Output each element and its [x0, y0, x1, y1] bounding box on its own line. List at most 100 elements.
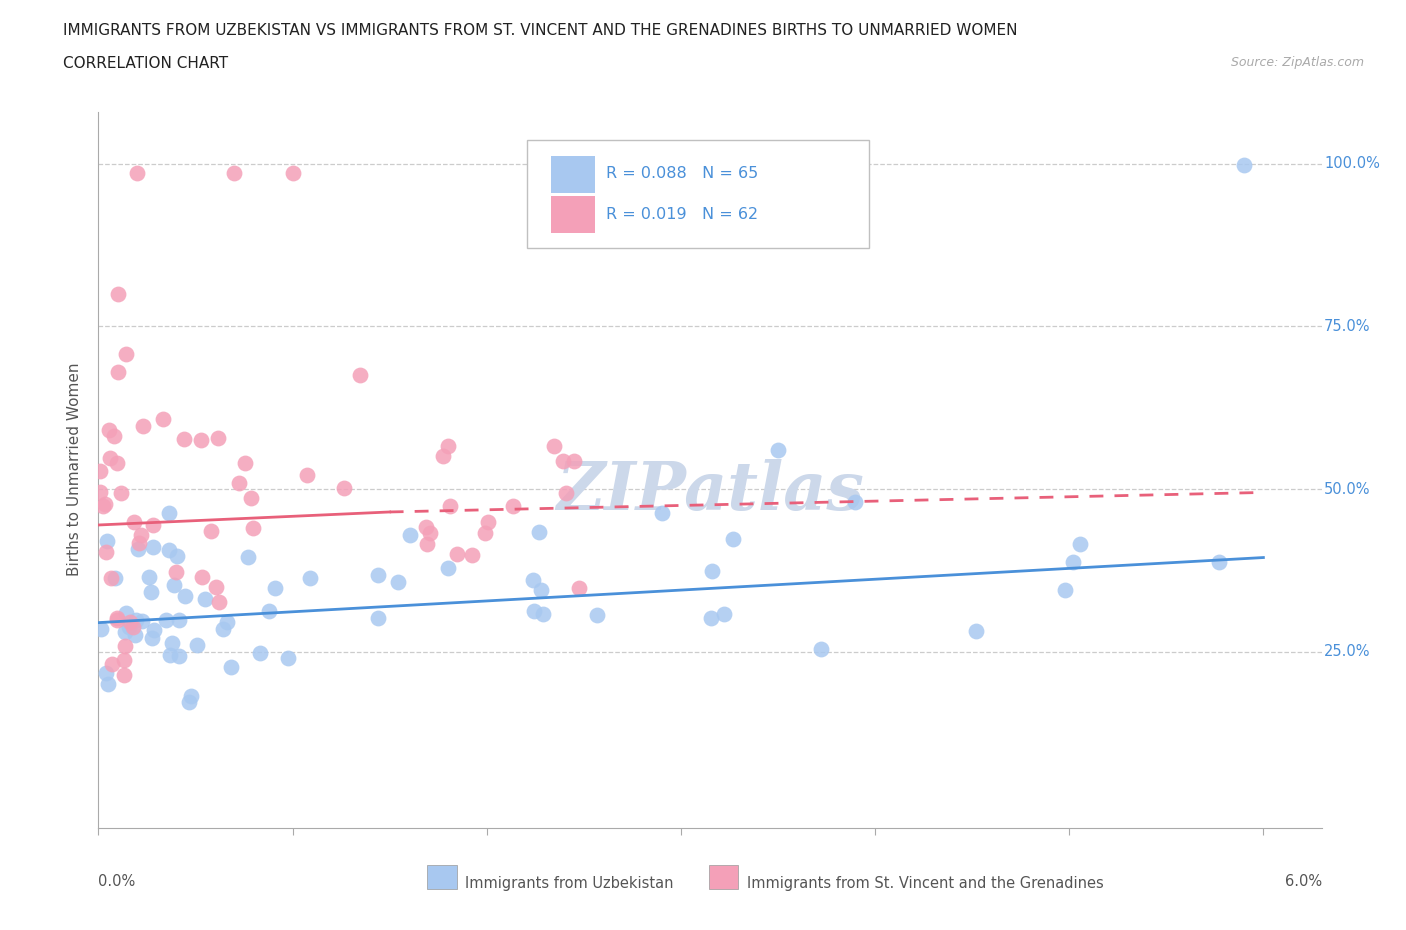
- Point: [219, 659, 242, 674]
- Point: [105, 613, 128, 628]
- Point: [122, 514, 145, 529]
- Point: [169, 612, 191, 627]
- Point: [212, 621, 235, 636]
- Point: [114, 624, 136, 639]
- Point: [1208, 554, 1230, 569]
- Text: 75.0%: 75.0%: [1324, 319, 1371, 334]
- Point: [96, 534, 118, 549]
- Point: [114, 639, 136, 654]
- Point: [110, 486, 132, 501]
- Point: [228, 475, 250, 490]
- Text: 25.0%: 25.0%: [1324, 644, 1371, 659]
- Text: 0.0%: 0.0%: [98, 874, 135, 889]
- Text: Immigrants from Uzbekistan: Immigrants from Uzbekistan: [465, 876, 673, 891]
- Point: [115, 605, 138, 620]
- FancyBboxPatch shape: [551, 196, 595, 233]
- Point: [107, 365, 129, 379]
- Text: ZIPatlas: ZIPatlas: [557, 458, 863, 524]
- Point: [713, 606, 735, 621]
- Point: [89, 464, 111, 479]
- Point: [138, 570, 160, 585]
- Point: [165, 565, 187, 580]
- Point: [89, 485, 111, 499]
- Point: [90, 621, 112, 636]
- Point: [207, 431, 229, 445]
- Point: [100, 571, 122, 586]
- Point: [167, 648, 190, 663]
- Point: [1233, 157, 1256, 172]
- Point: [141, 631, 163, 645]
- Point: [127, 166, 149, 180]
- Point: [142, 539, 165, 554]
- Point: [439, 498, 461, 513]
- Point: [224, 166, 246, 180]
- Point: [721, 532, 744, 547]
- Point: [105, 456, 128, 471]
- Point: [98, 450, 121, 465]
- Point: [124, 628, 146, 643]
- Text: IMMIGRANTS FROM UZBEKISTAN VS IMMIGRANTS FROM ST. VINCENT AND THE GRENADINES BIR: IMMIGRANTS FROM UZBEKISTAN VS IMMIGRANTS…: [63, 23, 1018, 38]
- Point: [277, 650, 299, 665]
- Point: [186, 638, 208, 653]
- Point: [333, 480, 356, 495]
- Point: [419, 525, 441, 540]
- Point: [1054, 583, 1077, 598]
- Point: [97, 423, 120, 438]
- Point: [152, 411, 174, 426]
- Point: [502, 499, 524, 514]
- Text: 50.0%: 50.0%: [1324, 482, 1371, 497]
- Point: [530, 582, 553, 597]
- Point: [115, 346, 138, 361]
- Text: R = 0.088   N = 65: R = 0.088 N = 65: [606, 166, 758, 181]
- Point: [586, 607, 609, 622]
- Point: [101, 657, 124, 671]
- Point: [555, 486, 578, 501]
- Point: [965, 624, 987, 639]
- Point: [166, 549, 188, 564]
- Point: [844, 494, 866, 509]
- Point: [105, 611, 128, 626]
- Point: [551, 454, 574, 469]
- Point: [141, 584, 163, 599]
- Point: [157, 543, 180, 558]
- Point: [143, 623, 166, 638]
- Point: [1069, 537, 1091, 551]
- Text: CORRELATION CHART: CORRELATION CHART: [63, 56, 228, 71]
- Point: [118, 619, 141, 634]
- Point: [159, 647, 181, 662]
- Point: [94, 545, 117, 560]
- Point: [204, 579, 226, 594]
- FancyBboxPatch shape: [709, 865, 738, 889]
- Point: [766, 443, 789, 458]
- Point: [131, 613, 153, 628]
- Text: Source: ZipAtlas.com: Source: ZipAtlas.com: [1230, 56, 1364, 69]
- Point: [436, 561, 458, 576]
- Point: [157, 505, 180, 520]
- Point: [125, 613, 148, 628]
- Point: [1062, 554, 1084, 569]
- Point: [249, 646, 271, 661]
- Point: [700, 564, 723, 578]
- Point: [523, 604, 546, 618]
- FancyBboxPatch shape: [551, 156, 595, 193]
- Point: [191, 570, 214, 585]
- Point: [132, 418, 155, 433]
- Point: [349, 367, 371, 382]
- Text: 100.0%: 100.0%: [1324, 156, 1379, 171]
- Point: [142, 517, 165, 532]
- Point: [122, 619, 145, 634]
- Point: [114, 652, 136, 667]
- Point: [531, 606, 554, 621]
- Point: [194, 591, 217, 606]
- Point: [367, 568, 389, 583]
- Point: [208, 594, 231, 609]
- FancyBboxPatch shape: [427, 865, 457, 889]
- Point: [474, 526, 496, 541]
- Point: [295, 467, 318, 482]
- Point: [461, 548, 484, 563]
- Point: [416, 537, 439, 551]
- Point: [238, 550, 260, 565]
- Point: [387, 575, 409, 590]
- Point: [242, 521, 264, 536]
- Point: [263, 580, 285, 595]
